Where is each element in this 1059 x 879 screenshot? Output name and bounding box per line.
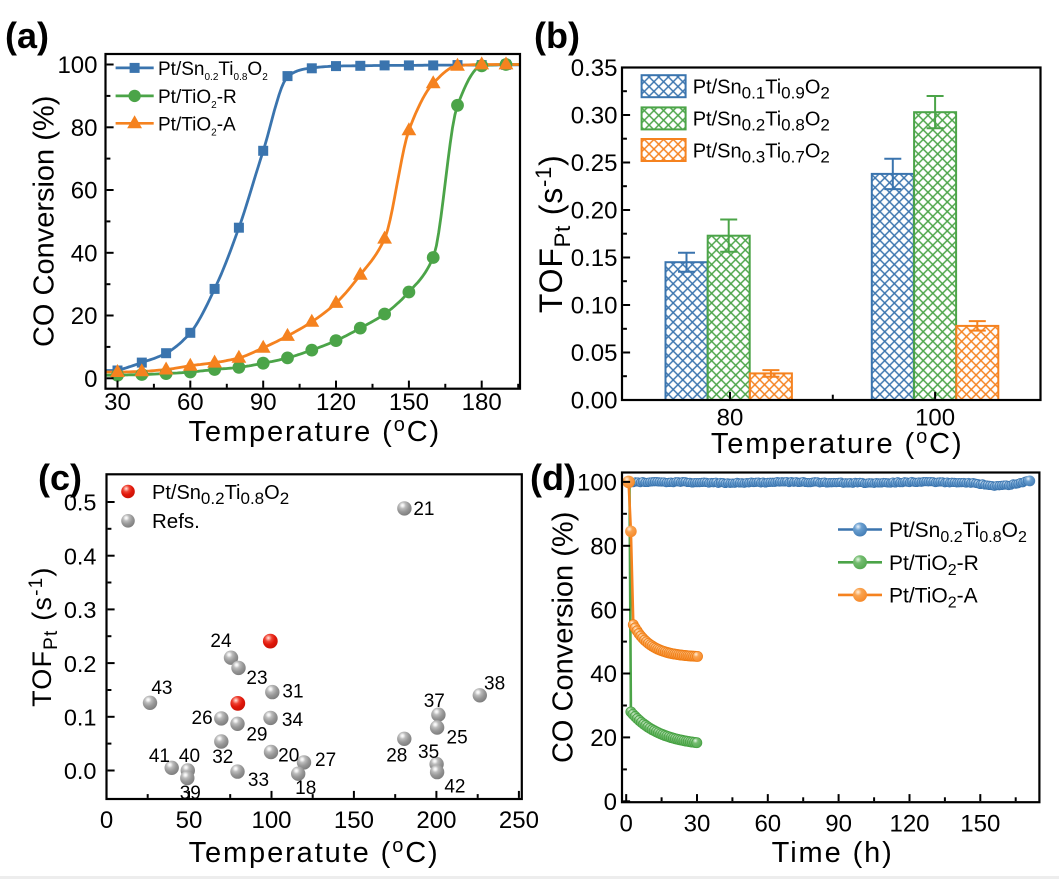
svg-text:0.1: 0.1 [64,705,97,731]
svg-text:20: 20 [278,746,299,767]
svg-text:0.5: 0.5 [64,490,97,516]
svg-text:18: 18 [295,778,316,799]
svg-text:41: 41 [149,746,170,767]
svg-text:Refs.: Refs. [152,510,200,533]
svg-text:Pt/TiO2-R: Pt/TiO2-R [889,552,979,579]
svg-text:23: 23 [246,668,267,689]
svg-text:150: 150 [960,810,1000,837]
svg-text:40: 40 [590,661,617,688]
svg-text:31: 31 [282,681,303,702]
svg-text:0.30: 0.30 [571,103,618,130]
svg-text:0: 0 [100,807,113,834]
svg-text:0.35: 0.35 [571,55,618,82]
svg-text:100: 100 [915,404,955,431]
svg-text:20: 20 [590,725,617,752]
svg-text:120: 120 [316,389,356,416]
svg-text:(a): (a) [5,15,49,56]
svg-text:0.05: 0.05 [571,340,618,367]
svg-text:180: 180 [462,389,502,416]
svg-text:43: 43 [151,678,172,699]
svg-text:40: 40 [179,746,200,767]
svg-text:60: 60 [754,810,781,837]
svg-text:200: 200 [416,807,456,834]
svg-text:60: 60 [590,597,617,624]
svg-text:0.20: 0.20 [571,198,618,225]
svg-text:35: 35 [418,742,439,763]
svg-text:40: 40 [71,241,98,268]
svg-text:0.15: 0.15 [571,245,618,272]
svg-text:30: 30 [684,810,711,837]
svg-text:100: 100 [577,470,617,497]
svg-text:0.2: 0.2 [64,651,97,677]
svg-text:0.10: 0.10 [571,293,618,320]
svg-text:25: 25 [447,728,468,749]
svg-text:26: 26 [192,708,213,729]
svg-text:80: 80 [590,534,617,561]
svg-text:60: 60 [177,389,204,416]
svg-text:80: 80 [71,115,98,142]
svg-text:Pt/TiO2-R: Pt/TiO2-R [158,87,237,111]
svg-text:34: 34 [282,710,304,731]
svg-text:0.00: 0.00 [571,388,618,415]
svg-text:27: 27 [315,750,336,771]
svg-text:28: 28 [386,746,407,767]
svg-text:37: 37 [424,691,445,712]
svg-text:50: 50 [176,807,203,834]
svg-text:150: 150 [389,389,429,416]
svg-text:Time (h): Time (h) [772,837,894,869]
svg-text:21: 21 [413,499,434,520]
svg-text:0.3: 0.3 [64,597,97,623]
svg-text:29: 29 [246,725,267,746]
svg-text:38: 38 [484,674,505,695]
svg-text:42: 42 [444,777,465,798]
svg-text:Temperature (oC): Temperature (oC) [711,426,964,460]
svg-text:90: 90 [250,389,277,416]
svg-text:0: 0 [84,366,97,393]
svg-text:80: 80 [717,404,744,431]
svg-text:CO Conversion (%): CO Conversion (%) [29,96,61,347]
svg-text:(b): (b) [534,15,580,56]
svg-text:(c): (c) [38,457,82,498]
svg-text:Pt/TiO2-A: Pt/TiO2-A [889,584,978,611]
svg-text:120: 120 [889,810,929,837]
svg-text:32: 32 [212,747,233,768]
svg-text:30: 30 [104,389,131,416]
svg-text:33: 33 [248,770,269,791]
svg-text:0.4: 0.4 [64,543,97,569]
svg-text:0: 0 [604,789,617,816]
svg-text:150: 150 [334,807,374,834]
svg-text:CO Conversion (%): CO Conversion (%) [548,512,580,763]
svg-text:24: 24 [210,631,232,652]
svg-text:0.25: 0.25 [571,150,618,177]
svg-text:Temperatute (oC): Temperatute (oC) [189,835,440,869]
svg-text:(d): (d) [530,457,576,498]
svg-text:39: 39 [180,783,201,804]
svg-text:100: 100 [251,807,291,834]
svg-text:20: 20 [71,303,98,330]
svg-text:100: 100 [57,52,97,79]
svg-text:60: 60 [71,178,98,205]
svg-text:0: 0 [620,810,633,837]
svg-text:90: 90 [825,810,852,837]
svg-text:Pt/TiO2-A: Pt/TiO2-A [158,114,236,138]
svg-text:0.0: 0.0 [64,758,97,784]
svg-text:250: 250 [499,807,539,834]
